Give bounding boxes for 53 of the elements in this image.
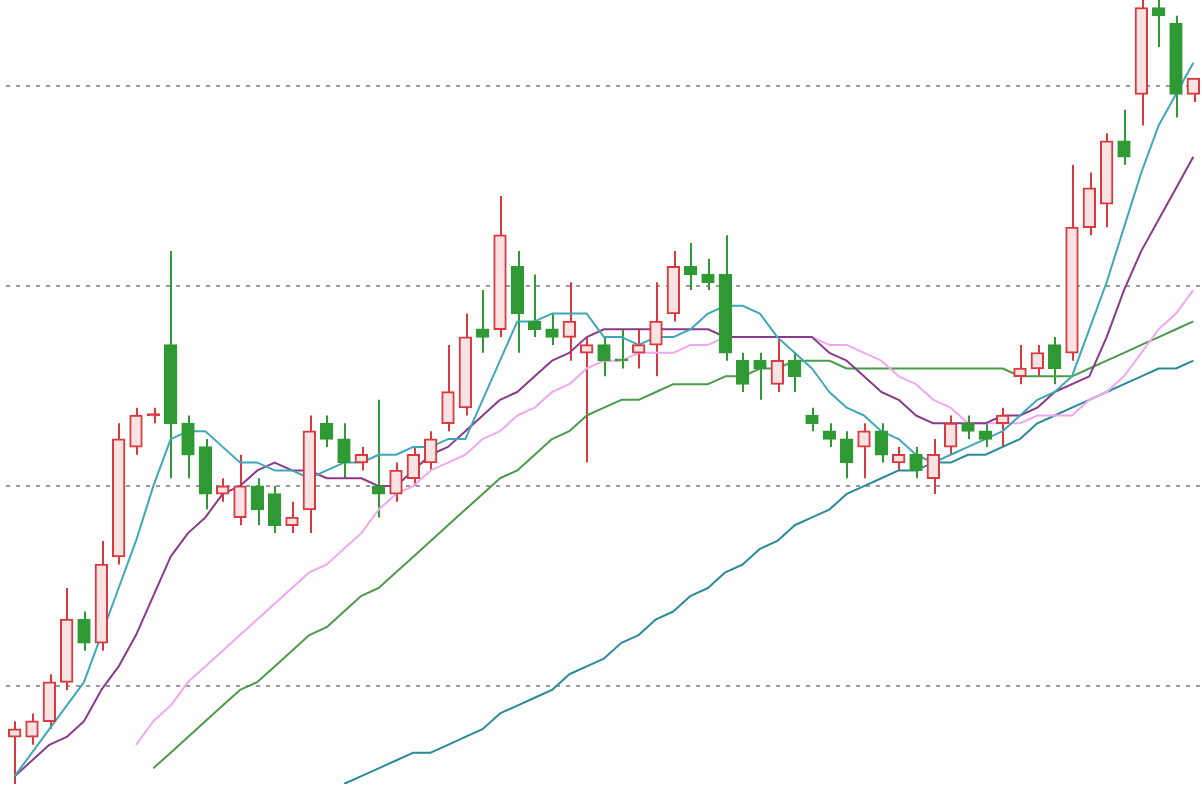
candlestick xyxy=(545,312,559,346)
candlestick xyxy=(805,406,819,433)
candlestick xyxy=(926,438,940,495)
candlestick xyxy=(233,453,247,527)
candlestick xyxy=(597,336,611,378)
candlestick xyxy=(770,336,784,393)
candlestick xyxy=(1082,171,1096,237)
candlestick xyxy=(614,328,628,370)
candlestick xyxy=(129,406,143,456)
candlestick xyxy=(250,477,264,527)
candlestick xyxy=(874,422,888,464)
candlestick xyxy=(528,273,542,339)
candlestick xyxy=(580,336,594,464)
candlestick xyxy=(77,610,91,652)
candlestick xyxy=(632,328,646,370)
candlestick xyxy=(892,445,906,472)
candlestick xyxy=(822,422,836,448)
candlestick xyxy=(1152,0,1166,49)
candlestick xyxy=(216,477,230,503)
candlestick xyxy=(1048,336,1062,386)
candlestick xyxy=(372,398,386,519)
candlestick xyxy=(961,414,975,441)
candlestick xyxy=(389,461,403,503)
candlestick xyxy=(406,445,420,488)
candlestick xyxy=(198,438,212,511)
candlestick xyxy=(649,281,663,378)
candlestick xyxy=(1117,108,1131,166)
candlestick xyxy=(978,422,992,448)
candlestick xyxy=(8,720,22,785)
candlestick xyxy=(701,257,715,292)
candlestick xyxy=(181,414,195,480)
candlestick xyxy=(1186,77,1200,103)
candlestick xyxy=(1013,343,1027,386)
candlestick xyxy=(1030,343,1044,378)
candlestick xyxy=(268,485,282,535)
candlestick xyxy=(337,422,351,480)
candlestick xyxy=(562,281,576,362)
candlestick xyxy=(25,712,39,746)
candlestick xyxy=(285,500,299,535)
candlestick xyxy=(840,430,854,480)
candlestick xyxy=(476,289,490,354)
candlestick xyxy=(510,249,524,354)
candlestick xyxy=(666,249,680,323)
candlestick xyxy=(441,343,455,433)
candlestick xyxy=(736,351,750,393)
candlestick xyxy=(354,445,368,472)
candlestick xyxy=(944,414,958,456)
candlestick xyxy=(684,242,698,292)
candlestick xyxy=(424,430,438,472)
candlestick xyxy=(996,406,1010,448)
candlestick xyxy=(857,422,871,480)
candlestick xyxy=(42,673,56,731)
candlestick xyxy=(753,351,767,401)
